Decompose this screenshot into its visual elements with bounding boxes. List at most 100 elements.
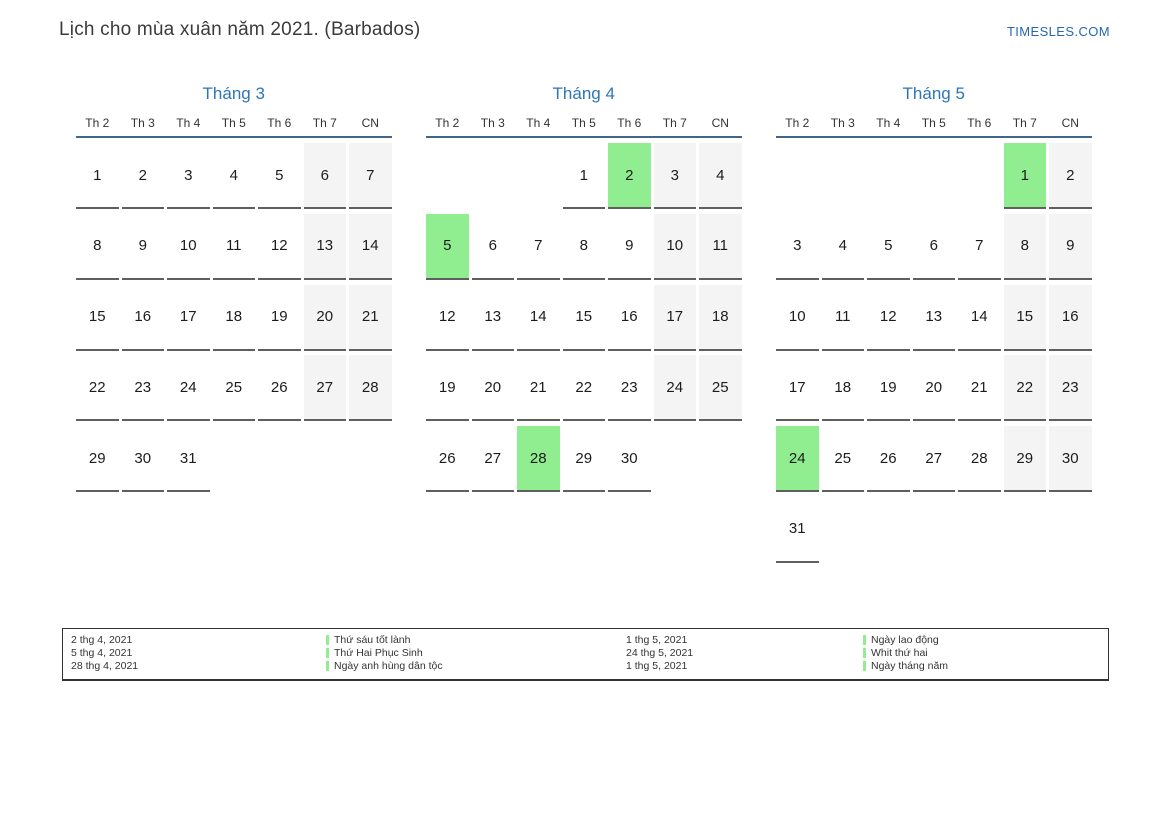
day-cell: 18 [212, 284, 255, 351]
empty-cell [867, 497, 910, 563]
day-cell: 7 [349, 143, 392, 209]
day-cell: 13 [471, 284, 514, 351]
day-cell: 24 [167, 355, 210, 422]
day-cell: 1 [76, 143, 119, 209]
day-cell: 8 [76, 213, 119, 280]
day-cell: 20 [471, 355, 514, 422]
empty-cell [699, 426, 742, 492]
weekday-header: Th 7 [312, 116, 337, 130]
weekday-header: Th 6 [617, 116, 642, 130]
day-cell: 27 [471, 426, 514, 493]
empty-cell [426, 143, 469, 209]
day-cell: 3 [167, 143, 210, 209]
day-cell: 26 [867, 426, 910, 493]
day-cell: 21 [517, 355, 560, 422]
weekday-header: Th 5 [921, 116, 946, 130]
calendar-grid: 1 2 3 4 5 6 7 8 9 10 11 12 13 14 15 16 17 18 19 20 21 22 23 24 2… [776, 143, 1092, 563]
day-cell: 23 [121, 355, 164, 422]
day-cell: 10 [776, 284, 819, 351]
weekday-header: Th 3 [830, 116, 855, 130]
holiday-name: Whit thứ hai [871, 647, 928, 660]
month-title: Tháng 3 [202, 84, 265, 103]
holiday-name: Ngày lao động [871, 634, 939, 647]
empty-cell [213, 426, 256, 492]
legend-holiday: Ngày lao động [863, 634, 1108, 646]
empty-cell [304, 426, 347, 492]
empty-cell [517, 143, 560, 209]
day-cell: 17 [776, 355, 819, 422]
day-cell: 10 [167, 213, 210, 280]
day-cell: 14 [517, 284, 560, 351]
day-cell: 28 [958, 426, 1001, 493]
day-cell: 23 [608, 355, 651, 422]
weekday-header: Th 4 [176, 116, 201, 130]
day-cell: 7 [517, 213, 560, 280]
legend-holiday: Ngày tháng năm [863, 660, 1108, 672]
weekday-header: Th 4 [876, 116, 901, 130]
calendar-grid: 1 2 3 4 5 6 7 8 9 10 11 12 13 14 15 16 17 18 19 20 21 22 23 24 2… [76, 143, 392, 493]
day-cell: 9 [121, 213, 164, 280]
day-cell: 22 [562, 355, 605, 422]
day-cell: 18 [699, 284, 742, 351]
weekday-header: Th 7 [662, 116, 687, 130]
day-cell: 30 [608, 426, 651, 493]
weekday-header: Th 2 [785, 116, 810, 130]
holiday-marker-icon [863, 635, 866, 646]
day-cell: 14 [958, 284, 1001, 351]
legend-holiday: Thứ sáu tốt lành [326, 634, 626, 646]
empty-cell [349, 426, 392, 492]
day-cell: 21 [958, 355, 1001, 422]
weekday-row: Th 2 Th 3 Th 4 Th 5 Th 6 Th 7 CN [776, 116, 1092, 138]
day-cell: 25 [212, 355, 255, 422]
day-cell: 21 [349, 284, 392, 351]
legend-date: 5 thg 4, 2021 [71, 647, 133, 660]
day-cell: 30 [121, 426, 164, 493]
day-cell: 12 [426, 284, 469, 351]
day-cell: 19 [426, 355, 469, 422]
day-cell: 1 [1003, 143, 1046, 209]
weekday-header: Th 7 [1012, 116, 1037, 130]
weekday-header: Th 2 [85, 116, 110, 130]
day-cell: 29 [1003, 426, 1046, 493]
weekday-header: Th 3 [480, 116, 505, 130]
day-cell: 27 [303, 355, 346, 422]
day-cell: 15 [562, 284, 605, 351]
site-link[interactable]: TIMESLES.COM [1006, 24, 1110, 39]
weekday-header: Th 5 [571, 116, 596, 130]
holiday-name: Thứ sáu tốt lành [334, 634, 411, 647]
day-cell: 15 [76, 284, 119, 351]
day-cell: 16 [121, 284, 164, 351]
day-cell: 13 [303, 213, 346, 280]
day-cell: 4 [212, 143, 255, 209]
empty-cell [822, 497, 865, 563]
empty-cell [1049, 497, 1092, 563]
holiday-name: Ngày tháng năm [871, 659, 949, 672]
day-cell: 26 [258, 355, 301, 422]
day-cell: 29 [76, 426, 119, 493]
weekday-row: Th 2 Th 3 Th 4 Th 5 Th 6 Th 7 CN [76, 116, 392, 138]
day-cell: 5 [867, 213, 910, 280]
month-title: Tháng 5 [902, 84, 965, 103]
holiday-marker-icon [863, 660, 866, 671]
day-cell: 9 [1049, 213, 1092, 280]
day-cell: 19 [258, 284, 301, 351]
legend-date: 1 thg 5, 2021 [626, 659, 688, 672]
day-cell: 11 [212, 213, 255, 280]
day-cell: 22 [76, 355, 119, 422]
empty-cell [776, 143, 819, 209]
day-cell: 16 [608, 284, 651, 351]
calendar-grid: 1 2 3 4 5 6 7 8 9 10 11 12 13 14 15 16 17 18 19 20 21 22 23 24 2… [426, 143, 742, 493]
day-cell: 5 [258, 143, 301, 209]
day-cell: 25 [821, 426, 864, 493]
legend-date: 24 thg 5, 2021 [626, 647, 694, 660]
day-cell: 5 [426, 213, 469, 280]
day-cell: 15 [1003, 284, 1046, 351]
empty-cell [913, 143, 956, 209]
day-cell: 3 [776, 213, 819, 280]
day-cell: 4 [699, 143, 742, 209]
empty-cell [867, 143, 910, 209]
day-cell: 10 [653, 213, 696, 280]
